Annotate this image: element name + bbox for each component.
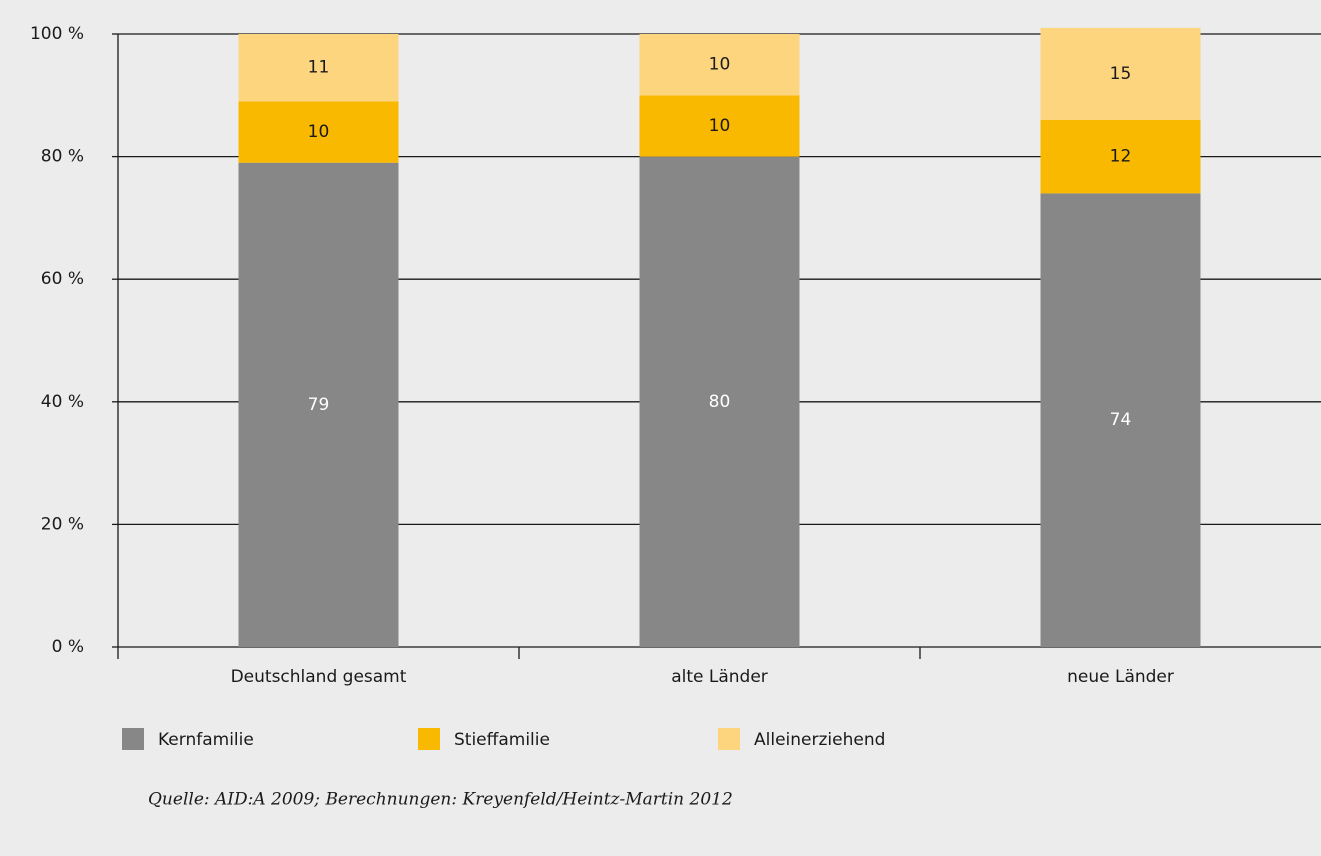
x-tick-label: Deutschland gesamt: [231, 667, 407, 687]
data-label: 80: [709, 392, 731, 412]
data-label: 10: [709, 116, 731, 136]
bar-segment: [1040, 193, 1201, 647]
source-note: Quelle: AID:A 2009; Berechnungen: Kreyen…: [148, 790, 733, 810]
y-tick-label: 80 %: [41, 147, 84, 167]
legend-swatch: [122, 728, 144, 750]
data-label: 10: [709, 55, 731, 75]
y-tick-label: 0 %: [52, 637, 84, 657]
legend-swatch: [718, 728, 740, 750]
bar-segment: [639, 95, 800, 157]
bar-segment: [238, 34, 399, 102]
bar-segment: [238, 101, 399, 163]
data-label: 10: [308, 122, 330, 142]
bar-segment: [238, 162, 399, 648]
data-label: 12: [1110, 147, 1132, 167]
y-tick-label: 20 %: [41, 514, 84, 534]
x-tick-label: neue Länder: [1067, 667, 1174, 687]
data-label: 11: [308, 58, 330, 78]
y-tick-label: 40 %: [41, 392, 84, 412]
bar-segment: [1040, 119, 1201, 194]
legend-label: Alleinerziehend: [754, 730, 885, 750]
x-tick-label: alte Länder: [671, 667, 768, 687]
legend-swatch: [418, 728, 440, 750]
bar-segment: [639, 156, 800, 647]
bar-segment: [1040, 27, 1201, 120]
data-label: 15: [1110, 64, 1132, 84]
legend-label: Stieffamilie: [454, 730, 550, 750]
data-label: 79: [308, 395, 330, 415]
y-tick-label: 100 %: [30, 24, 84, 44]
y-tick-label: 60 %: [41, 269, 84, 289]
legend-label: Kernfamilie: [158, 730, 254, 750]
bar-segment: [639, 34, 800, 96]
data-label: 74: [1110, 410, 1132, 430]
